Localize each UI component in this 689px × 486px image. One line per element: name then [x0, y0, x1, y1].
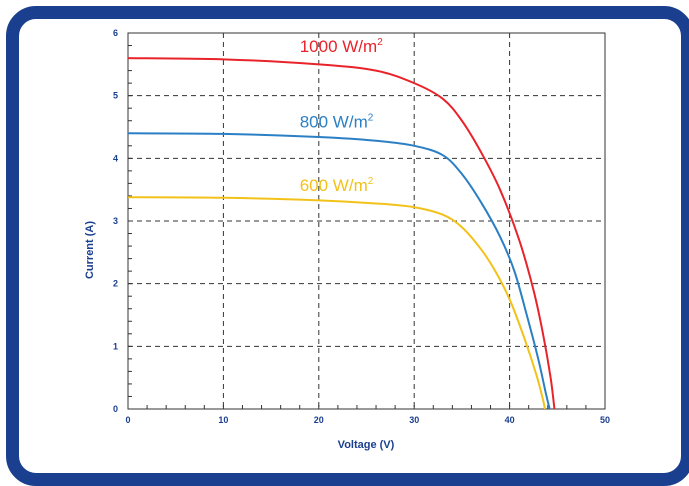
y-tick-label: 5	[113, 91, 118, 101]
series-label: 1000 W/m2	[300, 37, 383, 56]
y-tick-label: 1	[113, 341, 118, 351]
y-tick-label: 6	[113, 28, 118, 38]
y-tick-label: 2	[113, 279, 118, 289]
series-line	[127, 132, 551, 410]
series-label-text: 1000 W/m	[300, 37, 377, 56]
grid	[127, 32, 606, 410]
series-label-text: 600 W/m	[300, 176, 368, 195]
y-axis-label: Current (A)	[84, 221, 96, 279]
series-line	[127, 57, 556, 410]
series-label-text: 800 W/m	[300, 112, 368, 131]
y-tick-label: 3	[113, 216, 118, 226]
series-group	[127, 57, 556, 410]
x-tick-label: 40	[505, 415, 515, 425]
series-label-superscript: 2	[368, 176, 374, 187]
y-tick-label: 4	[113, 153, 118, 163]
y-tick-label: 0	[113, 404, 118, 414]
series-label: 800 W/m2	[300, 112, 374, 131]
series-label: 600 W/m2	[300, 176, 374, 195]
x-tick-label: 50	[600, 415, 610, 425]
x-tick-label: 0	[125, 415, 130, 425]
x-tick-label: 20	[314, 415, 324, 425]
axes: 0 10 20 30 40 50 0 1 2 3 4 5 6	[113, 28, 610, 425]
x-tick-label: 10	[218, 415, 228, 425]
series-line	[127, 196, 546, 410]
x-tick-label: 30	[409, 415, 419, 425]
x-axis-label: Voltage (V)	[338, 439, 395, 451]
series-label-superscript: 2	[377, 37, 383, 48]
series-label-superscript: 2	[368, 112, 374, 123]
